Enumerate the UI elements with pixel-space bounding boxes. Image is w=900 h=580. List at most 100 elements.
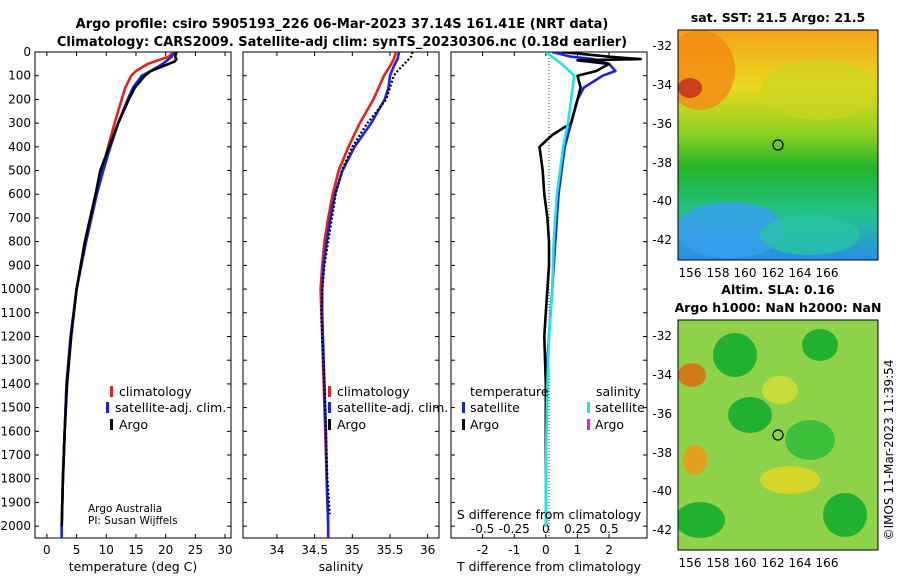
legend-label-sat: satellite-adj. clim. xyxy=(115,400,226,415)
sst-warm-patch xyxy=(678,30,735,110)
legend-label-s-sat: satellite xyxy=(595,400,645,415)
sla-high-3 xyxy=(760,466,820,494)
legend-label-clim: climatology xyxy=(337,384,410,399)
temperature-axes xyxy=(34,51,232,539)
x-tick-label: 34 xyxy=(269,543,284,557)
x-tick-label: 20 xyxy=(158,543,173,557)
depth-tick-label: 400 xyxy=(8,140,31,154)
depth-tick-label: 100 xyxy=(8,69,31,83)
x-tick-label: 35.5 xyxy=(377,543,404,557)
temperature-lines xyxy=(60,52,178,538)
float-marker xyxy=(772,429,784,441)
sst-map-title: sat. SST: 21.5 Argo: 21.5 xyxy=(691,10,865,25)
depth-tick-label: 1400 xyxy=(0,377,31,391)
legend-label-argo: Argo xyxy=(337,417,366,432)
tick-label: 166 xyxy=(816,266,839,280)
sla-low-3 xyxy=(728,397,772,433)
series-satellite-adj-clim- xyxy=(320,52,401,538)
sla-map xyxy=(678,320,878,550)
difference-legend-temperature: temperature satellite Argo xyxy=(462,384,549,432)
x-tick-label: 30 xyxy=(217,543,232,557)
credit-org: Argo Australia xyxy=(88,503,162,515)
legend-swatch-sat xyxy=(106,402,109,413)
sst-hot-spot xyxy=(678,78,702,98)
tick-label: -32 xyxy=(652,329,672,343)
tick-label: -40 xyxy=(652,194,672,208)
sst-teal-patch xyxy=(760,215,860,255)
sla-high-1 xyxy=(678,363,706,387)
legend-swatch-clim xyxy=(110,386,113,397)
sst-map-yticks: -32 -34 -36 -38 -40 -42 xyxy=(652,39,672,247)
difference-toplabel: S difference from climatology xyxy=(457,507,642,522)
depth-tick-label: 2000 xyxy=(0,519,31,533)
x-tick-label: 0 xyxy=(43,543,51,557)
tick-label: 162 xyxy=(762,556,785,570)
depth-tick-label: 1900 xyxy=(0,495,31,509)
depth-tick-label: 1200 xyxy=(0,329,31,343)
sst-yellow-patch xyxy=(760,60,878,120)
sla-low-6 xyxy=(823,493,867,537)
legend-label-sat: satellite-adj. clim. xyxy=(337,400,448,415)
series-climatology xyxy=(319,52,398,538)
sla-map-xticks: 156 158 160 162 164 166 xyxy=(679,556,839,570)
series-argo xyxy=(60,52,178,527)
depth-tick-label: 1100 xyxy=(0,306,31,320)
x-tick-label: 1 xyxy=(574,543,582,557)
difference-ticks: -2 -1 0 1 2 -0.5 -0.25 0 0.25 0.5 xyxy=(471,52,619,557)
sla-low-4 xyxy=(785,420,835,460)
depth-tick-label: 900 xyxy=(8,258,31,272)
s-tick-label: 0 xyxy=(542,522,550,536)
legend-label-clim: climatology xyxy=(119,384,192,399)
depth-tick-label: 500 xyxy=(8,164,31,178)
s-tick-label: -0.25 xyxy=(499,522,530,536)
legend-swatch-argo xyxy=(110,419,113,430)
depth-tick-label: 1300 xyxy=(0,353,31,367)
sst-cool-patch xyxy=(678,202,785,258)
temperature-ticks: 0 5 10 15 20 25 30 xyxy=(43,52,233,557)
depth-tick-label: 600 xyxy=(8,187,31,201)
s-tick-label: 0.25 xyxy=(564,522,591,536)
salinity-ticks: 34 34.5 35 35.5 36 xyxy=(269,52,435,557)
difference-legend-salinity: salinity satellite Argo xyxy=(587,384,645,432)
sla-low-2 xyxy=(802,329,838,361)
legend-label-t-sat: satellite xyxy=(470,400,520,415)
tick-label: 160 xyxy=(734,266,757,280)
salinity-lines xyxy=(319,52,414,538)
x-tick-label: 0 xyxy=(542,543,550,557)
legend-swatch-t-argo xyxy=(462,419,465,430)
tick-label: -38 xyxy=(652,446,672,460)
series-t-satellite xyxy=(544,52,617,527)
title-line2: Climatology: CARS2009. Satellite-adj cli… xyxy=(57,35,627,50)
series-t-argo xyxy=(538,52,643,527)
legend-swatch-t-sat xyxy=(462,402,465,413)
x-tick-label: -2 xyxy=(477,543,489,557)
salinity-legend: climatology satellite-adj. clim. Argo xyxy=(328,384,448,432)
tick-label: 156 xyxy=(679,556,702,570)
legend-swatch-argo xyxy=(328,419,331,430)
legend-label-argo: Argo xyxy=(119,417,148,432)
tick-label: -40 xyxy=(652,484,672,498)
temperature-xlabel: temperature (deg C) xyxy=(69,559,198,574)
tick-label: 156 xyxy=(679,266,702,280)
depth-tick-label: 200 xyxy=(8,92,31,106)
legend-swatch-s-argo xyxy=(587,419,590,430)
x-tick-label: 25 xyxy=(188,543,203,557)
tick-label: -36 xyxy=(652,407,672,421)
salinity-xlabel: salinity xyxy=(319,559,364,574)
depth-tick-label: 700 xyxy=(8,211,31,225)
series-s-satellite xyxy=(544,52,576,527)
depth-tick-label: 1700 xyxy=(0,448,31,462)
legend-label-s-argo: Argo xyxy=(595,417,624,432)
legend-title-salinity: salinity xyxy=(596,384,641,399)
tick-label: 158 xyxy=(707,266,730,280)
sla-low-5 xyxy=(678,502,725,538)
tick-label: 166 xyxy=(816,556,839,570)
tick-label: -36 xyxy=(652,117,672,131)
x-tick-label: 5 xyxy=(73,543,81,557)
credit-pi: PI: Susan Wijffels xyxy=(88,515,178,527)
tick-label: 158 xyxy=(707,556,730,570)
sla-high-2 xyxy=(683,445,707,475)
x-tick-label: 36 xyxy=(420,543,435,557)
sla-map-yticks: -32 -34 -36 -38 -40 -42 xyxy=(652,329,672,537)
